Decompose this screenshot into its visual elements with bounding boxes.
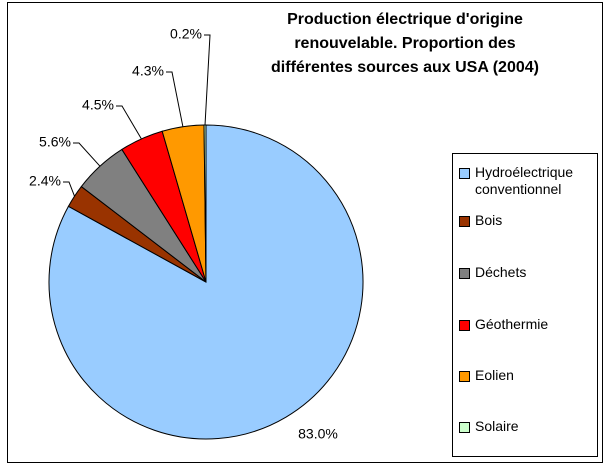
legend-swatch: [459, 422, 470, 433]
leader-line: [63, 181, 75, 197]
data-label: 4.5%: [82, 97, 114, 113]
leader-line: [73, 142, 101, 167]
legend: Hydroélectrique conventionnel Bois Déchets…: [452, 153, 598, 457]
legend-swatch: [459, 268, 470, 279]
chart-title: Production électrique d'origine renouvel…: [271, 11, 539, 76]
legend-label: Eolien: [475, 367, 514, 383]
legend-label: Géothermie: [475, 316, 549, 332]
legend-label: Hydroélectrique conventionnel: [475, 164, 574, 197]
legend-swatch: [459, 320, 470, 331]
legend-swatch: [459, 168, 470, 179]
legend-item: Eolien: [459, 367, 597, 384]
leader-line: [166, 71, 184, 127]
data-label: 0.2%: [170, 26, 202, 42]
data-label: 5.6%: [39, 134, 71, 150]
legend-label: Solaire: [475, 418, 519, 434]
legend-label: Bois: [475, 212, 503, 228]
data-label: 4.3%: [132, 63, 164, 79]
legend-item: Géothermie: [459, 316, 597, 333]
legend-label: Déchets: [475, 264, 527, 280]
leader-line: [204, 34, 211, 126]
data-label: 83.0%: [298, 426, 338, 442]
legend-swatch: [459, 216, 470, 227]
leader-line: [116, 105, 142, 140]
chart-border: [7, 2, 603, 463]
legend-item: Solaire: [459, 418, 597, 435]
legend-item: Déchets: [459, 264, 597, 281]
legend-swatch: [459, 371, 470, 382]
legend-item: Bois: [459, 212, 597, 229]
legend-item: Hydroélectrique conventionnel: [459, 164, 597, 198]
data-label: 2.4%: [29, 173, 61, 189]
